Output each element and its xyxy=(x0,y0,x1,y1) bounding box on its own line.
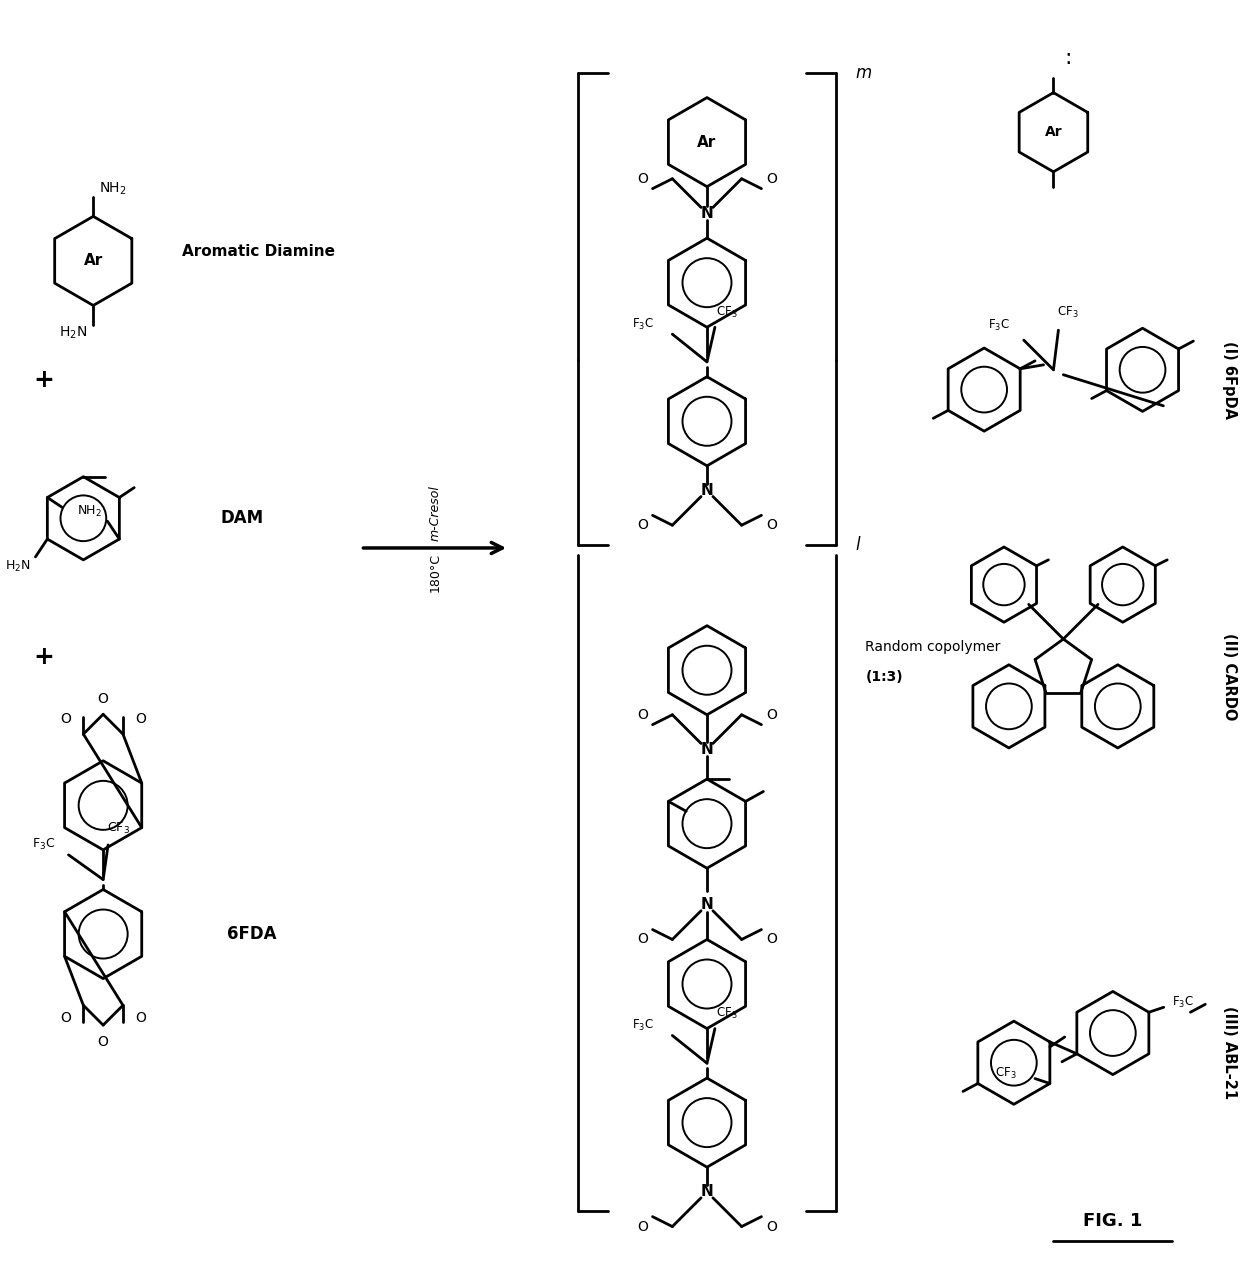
Text: Aromatic Diamine: Aromatic Diamine xyxy=(182,243,335,259)
Text: O: O xyxy=(98,1035,109,1049)
Text: Random copolymer: Random copolymer xyxy=(866,640,1001,654)
Text: O: O xyxy=(766,519,776,533)
Text: N: N xyxy=(701,483,713,498)
Text: (1:3): (1:3) xyxy=(866,669,903,683)
Text: CF$_3$: CF$_3$ xyxy=(994,1066,1016,1081)
Text: NH$_2$: NH$_2$ xyxy=(77,503,102,519)
Text: Ar: Ar xyxy=(1044,125,1063,139)
Text: O: O xyxy=(135,1012,146,1026)
Text: m-Cresol: m-Cresol xyxy=(428,485,441,542)
Text: +: + xyxy=(33,368,55,391)
Text: 6FDA: 6FDA xyxy=(227,925,277,943)
Text: H$_2$N: H$_2$N xyxy=(60,326,88,341)
Text: NH$_2$: NH$_2$ xyxy=(99,180,126,197)
Text: O: O xyxy=(135,712,146,726)
Text: N: N xyxy=(701,1184,713,1199)
Text: DAM: DAM xyxy=(221,510,263,528)
Text: N: N xyxy=(701,741,713,757)
Text: O: O xyxy=(766,171,776,185)
Text: O: O xyxy=(98,692,109,707)
Text: F$_3$C: F$_3$C xyxy=(631,1018,653,1033)
Text: O: O xyxy=(637,519,649,533)
Text: 180°C: 180°C xyxy=(428,553,441,592)
Text: CF$_3$: CF$_3$ xyxy=(715,1006,738,1022)
Text: O: O xyxy=(766,708,776,722)
Text: CF$_3$: CF$_3$ xyxy=(107,821,129,835)
Text: CF$_3$: CF$_3$ xyxy=(1058,305,1079,320)
Text: (III) ABL-21: (III) ABL-21 xyxy=(1221,1006,1236,1099)
Text: O: O xyxy=(60,712,71,726)
Text: O: O xyxy=(60,1012,71,1026)
Text: F$_3$C: F$_3$C xyxy=(631,317,653,332)
Text: Ar: Ar xyxy=(697,135,717,149)
Text: F$_3$C: F$_3$C xyxy=(988,318,1011,333)
Text: O: O xyxy=(766,1220,776,1233)
Text: +: + xyxy=(33,645,55,669)
Text: F$_3$C: F$_3$C xyxy=(1173,995,1194,1010)
Text: (I) 6FpDA: (I) 6FpDA xyxy=(1221,341,1236,418)
Text: O: O xyxy=(637,933,649,946)
Text: FIG. 1: FIG. 1 xyxy=(1084,1212,1142,1230)
Text: O: O xyxy=(637,708,649,722)
Text: N: N xyxy=(701,897,713,912)
Text: CF$_3$: CF$_3$ xyxy=(715,305,738,320)
Text: H$_2$N: H$_2$N xyxy=(5,560,31,574)
Text: O: O xyxy=(637,171,649,185)
Text: (II) CARDO: (II) CARDO xyxy=(1221,633,1236,721)
Text: O: O xyxy=(637,1220,649,1233)
Text: :: : xyxy=(1065,48,1073,68)
Text: Ar: Ar xyxy=(83,254,103,269)
Text: N: N xyxy=(701,206,713,221)
Text: O: O xyxy=(766,933,776,946)
Text: F$_3$C: F$_3$C xyxy=(32,838,56,852)
Text: m: m xyxy=(856,64,872,82)
Text: l: l xyxy=(856,535,861,553)
